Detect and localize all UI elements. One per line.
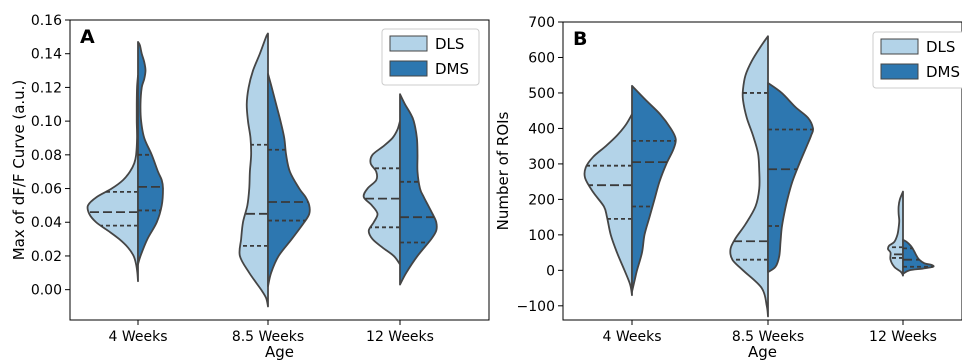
legend-label-dms: DMS <box>435 60 469 78</box>
violin-dms-4-weeks <box>631 84 677 293</box>
panel-b: −100 0 100 200 300 400 500 600 700 4 Weeks 8.5 Wee… <box>494 15 962 361</box>
legend-label-dms: DMS <box>926 63 960 81</box>
violin-dms-4-weeks <box>137 41 164 266</box>
legend-label-dls: DLS <box>435 35 464 53</box>
y-tick-label: 700 <box>528 15 555 31</box>
y-tick-label: 0.04 <box>31 215 62 231</box>
violin-dms-12-weeks <box>902 238 935 275</box>
violin-dls-4-weeks <box>583 113 633 297</box>
violin-dls-12-weeks <box>362 120 401 266</box>
legend-swatch-dls <box>880 38 919 55</box>
y-tick-label: 0.12 <box>31 80 62 96</box>
panel-b-x-ticks: 4 Weeks 8.5 Weeks 12 Weeks <box>602 320 937 345</box>
panel-b-y-ticks: −100 0 100 200 300 400 500 600 700 <box>517 15 563 315</box>
violin-dms-12-weeks <box>399 93 438 286</box>
panel-b-x-axis-label: Age <box>748 343 777 360</box>
y-tick-label: 0.16 <box>31 13 62 29</box>
y-tick-label: 500 <box>528 86 555 102</box>
panel-b-axes-frame <box>562 21 962 321</box>
x-tick-label: 8.5 Weeks <box>732 329 804 345</box>
violin-dls-8-5-weeks <box>238 32 269 308</box>
y-tick-label: 0 <box>546 263 555 279</box>
legend-label-dls: DLS <box>926 38 955 56</box>
violin-dls-12-weeks <box>887 190 904 277</box>
x-tick-label: 8.5 Weeks <box>232 329 304 345</box>
panel-a: 0.00 0.02 0.04 0.06 0.08 0.10 0.12 0.14 0.16 4 We… <box>10 13 490 361</box>
panel-a-y-ticks: 0.00 0.02 0.04 0.06 0.08 0.10 0.12 0.14 0.16 <box>31 13 70 299</box>
y-tick-label: 0.06 <box>31 182 62 198</box>
y-tick-label: 0.14 <box>31 47 62 63</box>
panel-b-legend: DLS DMS <box>872 31 962 89</box>
legend-swatch-dms <box>880 63 919 80</box>
y-tick-label: 200 <box>528 192 555 208</box>
panel-a-letter: A <box>80 26 95 48</box>
panel-a-x-ticks: 4 Weeks 8.5 Weeks 12 Weeks <box>108 320 434 345</box>
panel-a-legend: DLS DMS <box>381 28 480 86</box>
panel-a-violins <box>86 32 438 308</box>
y-tick-label: 0.10 <box>31 114 62 130</box>
panel-a-x-axis-label: Age <box>265 343 294 360</box>
violin-dls-8-5-weeks <box>729 35 769 318</box>
y-tick-label: 100 <box>528 228 555 244</box>
y-tick-label: 400 <box>528 121 555 137</box>
violin-dls-4-weeks <box>86 74 139 283</box>
panel-a-axes-frame <box>69 19 490 321</box>
panel-b-y-axis-label: Number of ROIs <box>494 111 512 230</box>
y-tick-label: 0.02 <box>31 249 62 265</box>
y-tick-label: 300 <box>528 157 555 173</box>
legend-swatch-dms <box>389 60 428 77</box>
panel-b-violins <box>583 35 935 318</box>
x-tick-label: 12 Weeks <box>869 329 937 345</box>
panel-a-y-axis-label: Max of dF/F Curve (a.u.) <box>10 80 28 261</box>
y-tick-label: 600 <box>528 50 555 66</box>
y-tick-label: 0.00 <box>31 283 62 299</box>
x-tick-label: 12 Weeks <box>366 329 434 345</box>
x-tick-label: 4 Weeks <box>602 329 661 345</box>
panel-b-letter: B <box>573 28 587 50</box>
legend-swatch-dls <box>389 35 428 52</box>
violin-dms-8-5-weeks <box>767 82 815 274</box>
violin-dms-8-5-weeks <box>267 73 311 288</box>
y-tick-label: −100 <box>517 299 555 315</box>
y-tick-label: 0.08 <box>31 148 62 164</box>
x-tick-label: 4 Weeks <box>108 329 167 345</box>
